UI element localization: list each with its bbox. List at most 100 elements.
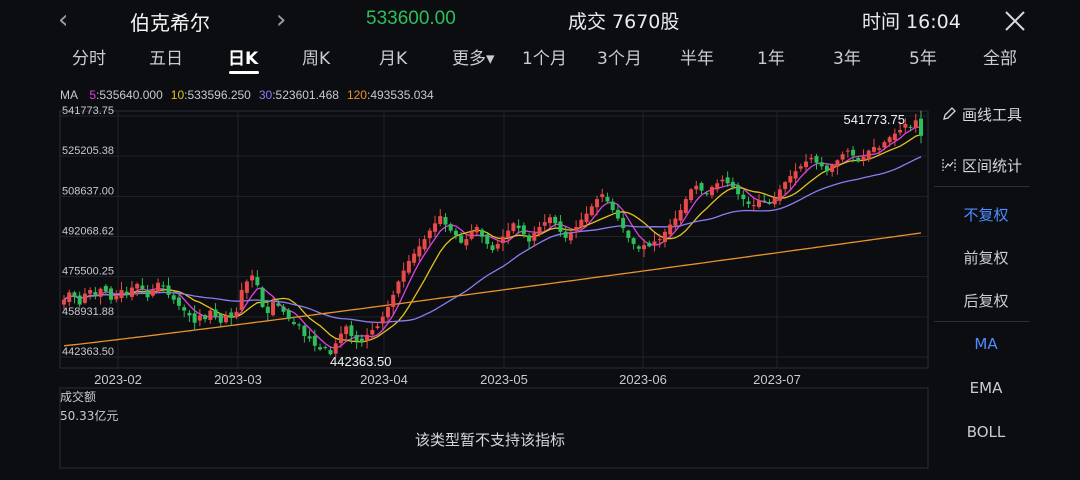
candle-body	[433, 223, 438, 232]
candle-body	[809, 157, 814, 160]
candles	[62, 110, 923, 358]
candle-body	[547, 217, 552, 224]
candle-body	[271, 302, 276, 316]
candle-body	[62, 299, 66, 305]
adjust-none[interactable]: 不复权	[963, 206, 1009, 224]
candle-body	[297, 324, 302, 326]
tab-half-year[interactable]: 半年	[680, 49, 714, 69]
candle-body	[255, 277, 260, 286]
ma-value: :535640.000	[96, 88, 163, 102]
candle-body	[98, 288, 103, 297]
tab-intraday[interactable]: 分时	[72, 49, 106, 69]
tab-five-day[interactable]: 五日	[149, 49, 183, 69]
ma-legend: MA 5:535640.000 10:533596.250 30:523601.46…	[60, 88, 450, 102]
candle-body	[871, 146, 876, 152]
tab-3-years[interactable]: 3年	[833, 49, 861, 69]
candle-body	[647, 242, 652, 247]
chevron-left-icon[interactable]: ‹	[58, 5, 69, 35]
candle-body	[699, 183, 704, 191]
candle-body	[783, 182, 788, 190]
candle-body	[406, 260, 411, 273]
candle-body	[396, 281, 401, 294]
candle-body	[574, 226, 579, 231]
candle-body	[673, 218, 678, 226]
candle-body	[636, 246, 641, 249]
candle-body	[856, 157, 861, 162]
tab-all[interactable]: 全部	[983, 49, 1017, 69]
chart-grid	[59, 110, 929, 469]
candle-body	[866, 150, 871, 160]
date-axis-label: 2023-05	[480, 372, 528, 387]
candle-body	[119, 290, 124, 299]
candle-body	[370, 330, 375, 335]
date-axis-label: 2023-03	[214, 372, 262, 387]
candle-body	[506, 230, 511, 238]
candle-body	[103, 285, 108, 292]
candle-body	[302, 325, 307, 337]
candle-body	[584, 213, 589, 223]
tab-1-year[interactable]: 1年	[757, 49, 785, 69]
tab-monthly-k[interactable]: 月K	[379, 49, 408, 69]
candle-body	[558, 221, 563, 232]
candle-body	[375, 326, 380, 329]
tab-daily-k[interactable]: 日K	[228, 49, 259, 69]
tab-more[interactable]: 更多▾	[452, 49, 495, 69]
close-icon[interactable]	[1004, 10, 1026, 32]
tab-weekly-k[interactable]: 周K	[302, 49, 331, 69]
adjust-backward[interactable]: 后复权	[963, 292, 1009, 310]
date-axis-label: 2023-04	[360, 372, 408, 387]
candle-body	[485, 234, 490, 244]
candle-body	[203, 315, 208, 320]
candle-body	[793, 171, 798, 179]
candle-body	[830, 165, 835, 172]
draw-tool-button[interactable]: 画线工具	[942, 104, 1022, 125]
trade-volume: 成交 7670股	[568, 11, 680, 33]
candle-body	[704, 193, 709, 195]
pen-icon	[943, 107, 956, 120]
tab-1-month[interactable]: 1个月	[522, 49, 567, 69]
tab-5-years[interactable]: 5年	[909, 49, 937, 69]
period-tabs: 分时 五日 日K 周K 月K 更多▾ 1个月 3个月 半年 1年 3年 5年 全…	[0, 44, 1080, 78]
price-axis-label: 492068.62	[62, 226, 114, 238]
header-bar: ‹ 伯克希尔 › 533600.00 成交 7670股 时间 16:04	[0, 0, 1080, 40]
candle-body	[683, 199, 688, 213]
interval-stats-button[interactable]: 区间统计	[942, 155, 1022, 176]
chart-frame	[59, 110, 929, 369]
candlestick-chart[interactable]: 541773.75 525205.38 508637.00 492068.62 4755…	[0, 0, 934, 480]
candle-body	[474, 226, 479, 233]
indicator-boll[interactable]: BOLL	[966, 423, 1006, 441]
candle-body	[197, 315, 202, 321]
price-axis-label: 442363.50	[62, 346, 114, 358]
adjust-forward[interactable]: 前复权	[963, 249, 1009, 267]
price-axis-label: 541773.75	[62, 105, 114, 117]
candle-body	[563, 231, 568, 238]
candle-body	[877, 148, 882, 150]
candle-body	[715, 183, 720, 190]
candle-body	[349, 325, 354, 337]
candle-body	[892, 133, 897, 141]
candle-body	[114, 296, 119, 300]
candle-body	[589, 206, 594, 216]
chevron-right-icon[interactable]: ›	[276, 5, 287, 35]
ma-value: :493535.034	[366, 88, 434, 102]
ma5-line	[63, 126, 922, 349]
candle-body	[359, 338, 364, 343]
indicator-ema[interactable]: EMA	[969, 379, 1003, 397]
tab-3-months[interactable]: 3个月	[597, 49, 642, 69]
price-axis-label: 525205.38	[62, 145, 114, 157]
max-price-annotation: 541773.75	[844, 112, 905, 127]
candle-body	[93, 292, 98, 295]
indicator-ma[interactable]: MA	[974, 335, 998, 353]
candle-body	[767, 202, 772, 204]
candle-body	[757, 200, 762, 207]
candle-body	[532, 233, 537, 241]
ma-period: 120	[346, 88, 367, 102]
candle-body	[187, 312, 192, 316]
candle-body	[318, 347, 323, 350]
candle-body	[694, 185, 699, 190]
candle-body	[82, 293, 87, 303]
candle-body	[542, 222, 547, 226]
candle-body	[213, 309, 218, 317]
ma-value: :533596.250	[184, 88, 251, 102]
candle-body	[615, 209, 620, 219]
